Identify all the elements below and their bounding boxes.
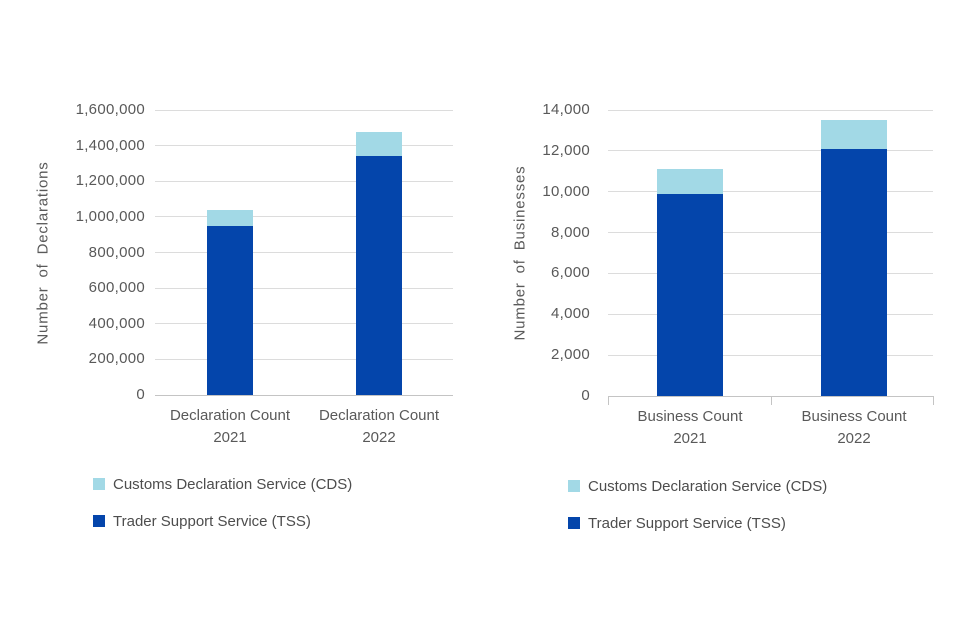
y-tick-label: 400,000 [88,314,145,332]
category-tick [770,396,772,405]
y-tick-label: 1,600,000 [75,101,145,118]
x-category-label: Business Count 2021 [602,406,778,450]
gridline [608,191,933,193]
legend-item-tss: Trader Support Service (TSS) [568,514,786,532]
x-axis-line [155,394,453,396]
x-category-label: Business Count 2022 [766,406,942,450]
bar-segment-tss [207,225,253,395]
gridline [155,109,453,111]
bar-segment-cds [821,120,887,149]
gridline [155,145,453,147]
gridline [155,252,453,253]
gridline [155,287,453,289]
legend-label: Customs Declaration Service (CDS) [113,475,353,493]
y-tick-label: 0 [136,386,145,403]
gridline [608,313,933,315]
y-tick-label: 4,000 [550,305,590,323]
gridline [155,180,453,182]
y-tick-label: 1,200,000 [75,172,145,190]
gridline [608,354,933,356]
x-category-label-line1: Business Count [801,408,907,425]
bar-segment-cds [207,209,253,226]
legend-swatch-icon [568,517,580,529]
gridline [155,216,453,218]
y-tick-label: 2,000 [550,346,590,364]
y-tick-label: 800,000 [88,243,145,261]
x-category-label-line1: Business Count [637,408,743,425]
bar-segment-tss [821,148,887,396]
y-tick-label: 12,000 [542,141,590,159]
bar-segment-tss [356,156,402,395]
bar-segment-cds [657,169,723,194]
gridline [155,323,453,325]
bar-segment-tss [657,193,723,396]
legend-swatch-icon [93,478,105,490]
y-tick-label: 14,000 [542,101,590,118]
gridline [608,109,933,111]
x-category-label-line2: 2022 [362,429,396,446]
legend-label: Trader Support Service (TSS) [113,512,311,530]
category-tick [933,396,934,405]
y-tick-label: 6,000 [550,264,590,282]
y-tick-label: 1,400,000 [75,136,145,154]
legend-swatch-icon [568,480,580,492]
y-tick-label: 8,000 [550,223,590,241]
legend-item-tss: Trader Support Service (TSS) [93,512,311,530]
y-tick-label: 200,000 [88,350,145,368]
legend-label: Trader Support Service (TSS) [588,514,786,532]
y-tick-label: 0 [581,387,590,404]
x-category-label: Declaration Count 2021 [142,405,318,449]
y-tick-label: 10,000 [542,182,590,200]
x-category-label: Declaration Count 2022 [291,405,467,449]
legend-swatch-icon [93,515,105,527]
gridline [608,232,933,234]
legend-item-cds: Customs Declaration Service (CDS) [93,475,352,493]
legend-item-cds: Customs Declaration Service (CDS) [568,477,827,495]
x-category-label-line2: 2021 [673,430,707,447]
x-category-label-line1: Declaration Count [318,407,440,424]
gridline [608,272,933,274]
y-tick-label: 1,000,000 [75,207,145,225]
x-category-label-line1: Declaration Count [169,407,291,424]
gridline [155,358,453,360]
legend-label: Customs Declaration Service (CDS) [588,477,828,495]
gridline [608,150,933,152]
y-tick-label: 600,000 [88,279,145,297]
x-category-label-line2: 2022 [837,430,871,447]
x-category-label-line2: 2021 [213,429,247,446]
bar-segment-cds [356,132,402,157]
category-tick [608,396,609,405]
